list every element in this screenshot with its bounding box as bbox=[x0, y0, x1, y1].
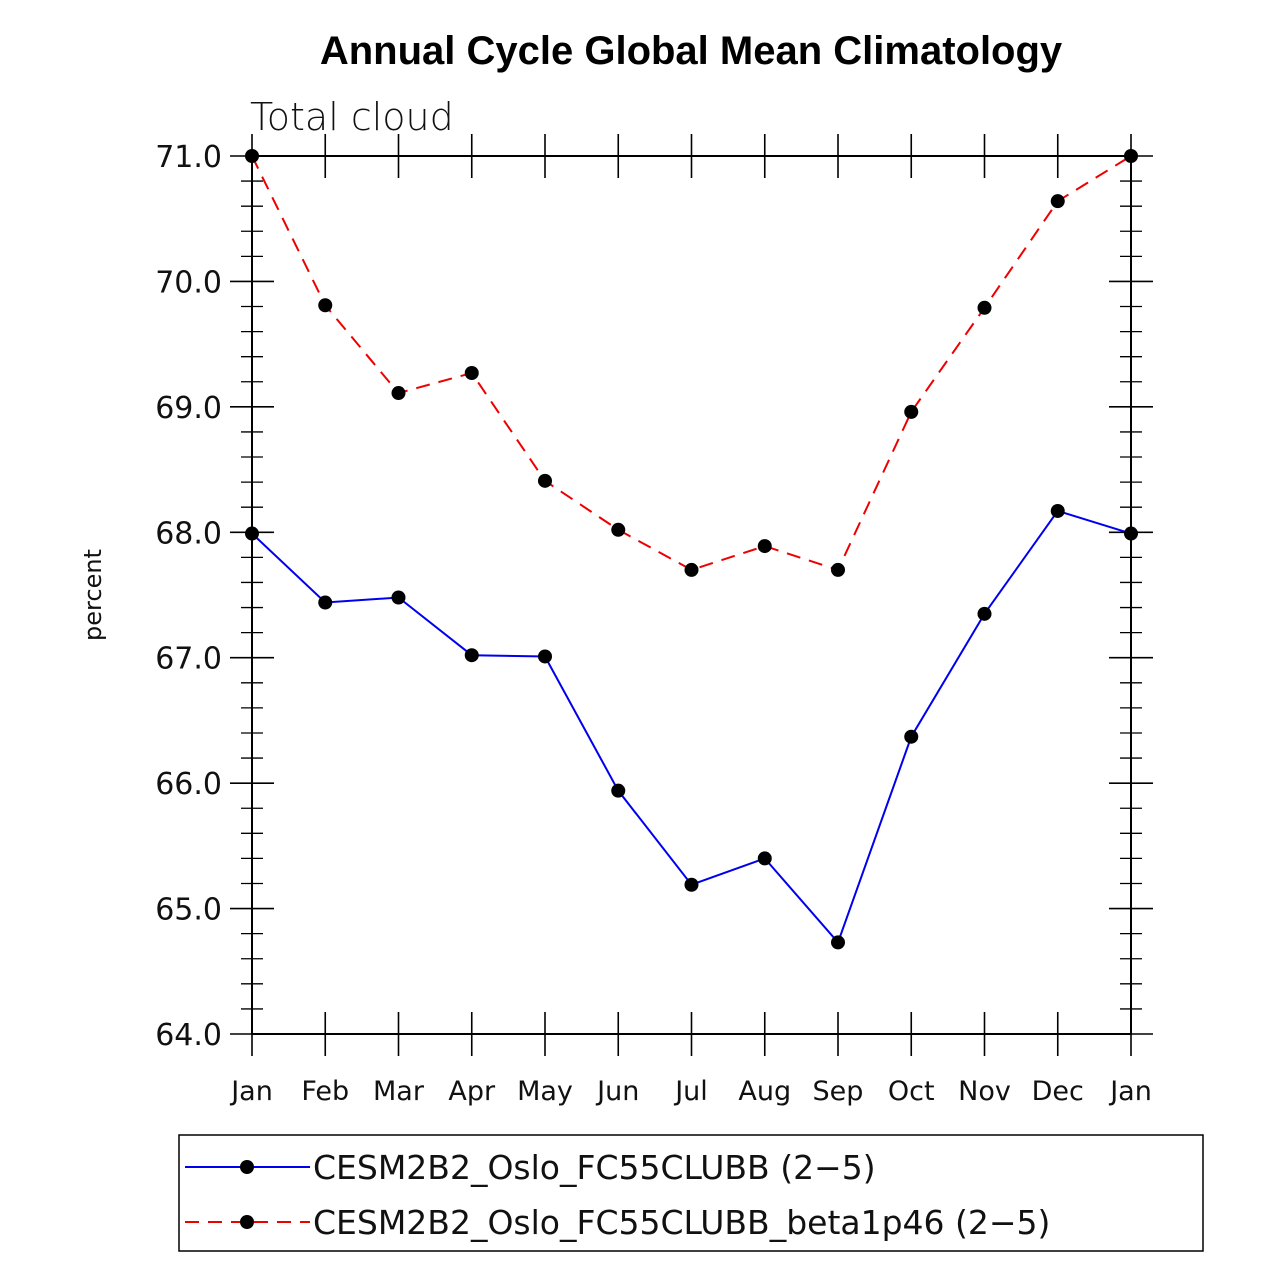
series-1-point bbox=[611, 783, 626, 798]
series-1-point bbox=[977, 606, 992, 621]
legend-label-1: CESM2B2_Oslo_FC55CLUBB (2−5) bbox=[313, 1148, 876, 1187]
series-1-point bbox=[904, 729, 919, 744]
series-2-point bbox=[757, 539, 772, 554]
legend-marker-1 bbox=[240, 1160, 254, 1174]
x-tick-label: Dec bbox=[1032, 1076, 1084, 1107]
x-tick-label: Jul bbox=[673, 1076, 708, 1107]
series-1-point bbox=[757, 851, 772, 866]
series-1-point bbox=[391, 590, 406, 605]
series-1-point bbox=[684, 877, 699, 892]
series-1-point bbox=[1050, 503, 1065, 518]
series-layer bbox=[245, 149, 1138, 950]
y-axis-label: percent bbox=[79, 549, 107, 641]
series-2-point bbox=[391, 386, 406, 401]
y-tick-label: 64.0 bbox=[155, 1018, 222, 1053]
x-tick-label: Jan bbox=[229, 1076, 273, 1107]
series-2-line bbox=[251, 155, 1132, 572]
series-2 bbox=[245, 149, 1138, 577]
x-tick-label: Jun bbox=[595, 1076, 639, 1107]
legend: CESM2B2_Oslo_FC55CLUBB (2−5) CESM2B2_Oslo… bbox=[178, 1134, 1204, 1252]
x-tick-label: Nov bbox=[958, 1076, 1011, 1107]
y-tick-label: 71.0 bbox=[155, 140, 222, 175]
series-2-point bbox=[1124, 149, 1138, 163]
y-tick-label: 65.0 bbox=[155, 893, 222, 928]
x-tick-label: May bbox=[517, 1076, 573, 1107]
y-tick-label: 69.0 bbox=[155, 391, 222, 426]
chart-subtitle: Total cloud bbox=[250, 95, 454, 139]
x-tick-label: Sep bbox=[813, 1076, 864, 1107]
series-2-point bbox=[464, 365, 479, 380]
y-tick-label: 68.0 bbox=[155, 516, 222, 551]
axes: 64.0 65.0 66.0 67.0 68.0 69.0 70.0 71.0 Jan Feb Ma… bbox=[155, 134, 1153, 1107]
series-2-point bbox=[611, 522, 626, 537]
series-2-point bbox=[684, 562, 699, 577]
series-2-point bbox=[977, 300, 992, 315]
x-tick-label: Aug bbox=[738, 1076, 791, 1107]
series-2-point bbox=[904, 404, 919, 419]
series-1-point bbox=[538, 649, 552, 664]
series-2-point bbox=[245, 149, 259, 163]
series-2-point bbox=[318, 298, 333, 313]
series-1-point bbox=[464, 648, 479, 663]
y-tick-label: 67.0 bbox=[155, 642, 222, 677]
x-tick-label: Mar bbox=[373, 1076, 425, 1107]
legend-label-2: CESM2B2_Oslo_FC55CLUBB_beta1p46 (2−5) bbox=[313, 1203, 1050, 1242]
legend-box bbox=[178, 1134, 1204, 1252]
chart-title: Annual Cycle Global Mean Climatology bbox=[320, 29, 1063, 73]
series-1 bbox=[245, 503, 1138, 950]
series-1-point bbox=[318, 595, 333, 610]
series-1-point bbox=[1124, 526, 1138, 541]
x-tick-label: Apr bbox=[448, 1076, 496, 1107]
x-tick-label: Jan bbox=[1108, 1076, 1152, 1107]
series-2-point bbox=[1050, 194, 1065, 209]
series-2-point bbox=[831, 562, 845, 577]
y-tick-label: 70.0 bbox=[155, 265, 222, 300]
series-1-point bbox=[245, 526, 259, 541]
series-1-point bbox=[831, 935, 845, 950]
legend-marker-2 bbox=[240, 1215, 254, 1229]
x-tick-label: Oct bbox=[888, 1076, 935, 1107]
y-tick-label: 66.0 bbox=[155, 767, 222, 802]
x-tick-label: Feb bbox=[301, 1076, 349, 1107]
series-2-point bbox=[538, 473, 552, 488]
